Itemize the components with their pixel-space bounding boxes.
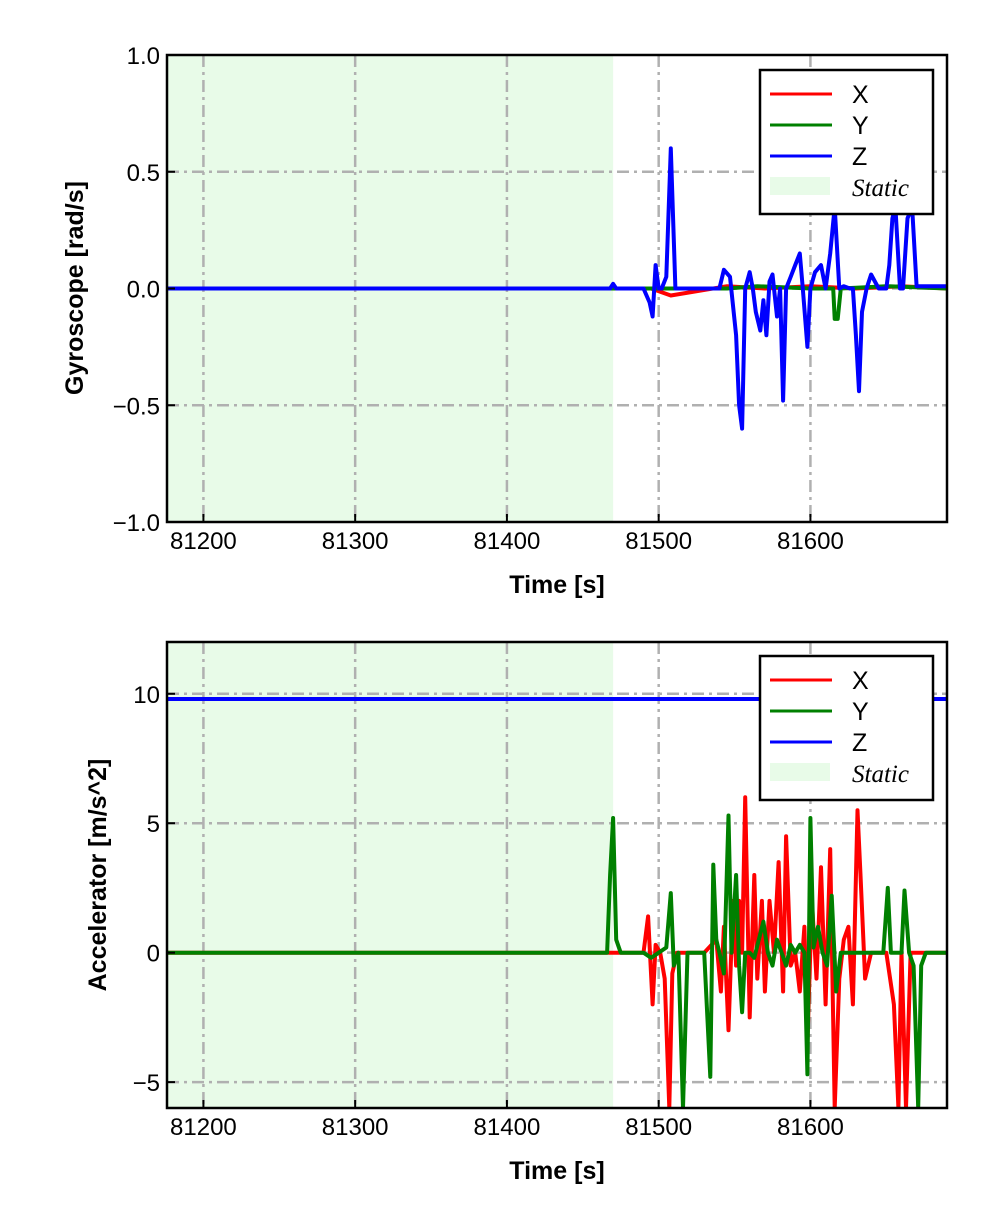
x-tick-label: 81600	[777, 1114, 844, 1141]
y-tick-label: 5	[147, 811, 160, 838]
y-tick-label: 0.5	[127, 160, 160, 187]
y-tick-label: −5	[133, 1070, 160, 1097]
legend-label-x: X	[852, 81, 869, 109]
series-y-line	[167, 813, 947, 1108]
x-tick-label: 81200	[170, 1114, 237, 1141]
x-tick-label: 81200	[170, 528, 237, 555]
series-z-line	[167, 146, 947, 431]
gyroscope-chart: 81200 81300 81400 81500 81600 −1.0 −0.5 0.0 0.5 1…	[61, 43, 949, 599]
accelerator-chart: 81200 81300 81400 81500 81600 −5 0 5 10 Time [s]…	[84, 640, 949, 1185]
legend-label-y: Y	[852, 112, 869, 140]
legend-swatch-static	[770, 763, 830, 781]
y-tick-label: 0.0	[127, 277, 160, 304]
x-tick-label: 81400	[474, 528, 541, 555]
x-tick-label: 81300	[322, 1114, 389, 1141]
x-tick-label: 81600	[777, 528, 844, 555]
gyroscope-ticks: 81200 81300 81400 81500 81600 −1.0 −0.5 0.0 0.5 1…	[113, 43, 844, 555]
x-tick-label: 81400	[474, 1114, 541, 1141]
legend: X Y Z Static	[758, 654, 935, 802]
legend-label-z: Z	[852, 143, 867, 171]
legend-label-z: Z	[852, 729, 867, 757]
legend-label-static: Static	[852, 761, 909, 788]
x-axis-title: Time [s]	[509, 1157, 604, 1185]
y-tick-label: −0.5	[113, 393, 160, 420]
y-tick-label: −1.0	[113, 510, 160, 537]
x-tick-label: 81500	[625, 1114, 692, 1141]
accelerator-ticks: 81200 81300 81400 81500 81600 −5 0 5 10	[133, 682, 844, 1141]
legend-label-y: Y	[852, 698, 869, 726]
x-tick-label: 81500	[625, 528, 692, 555]
y-tick-label: 10	[133, 682, 160, 709]
plot-frame	[165, 640, 949, 1110]
y-tick-label: 0	[147, 941, 160, 968]
y-tick-label: 1.0	[127, 43, 160, 70]
y-axis-title: Gyroscope [rad/s]	[61, 181, 89, 395]
x-tick-label: 81300	[322, 528, 389, 555]
legend-label-x: X	[852, 667, 869, 695]
legend-swatch-static	[770, 177, 830, 195]
gyroscope-series	[167, 146, 947, 431]
x-axis-title: Time [s]	[509, 571, 604, 599]
static-region	[167, 642, 614, 1108]
y-axis-title: Accelerator [m/s^2]	[84, 759, 112, 992]
legend-label-static: Static	[852, 175, 909, 202]
legend: X Y Z Static	[758, 68, 935, 216]
